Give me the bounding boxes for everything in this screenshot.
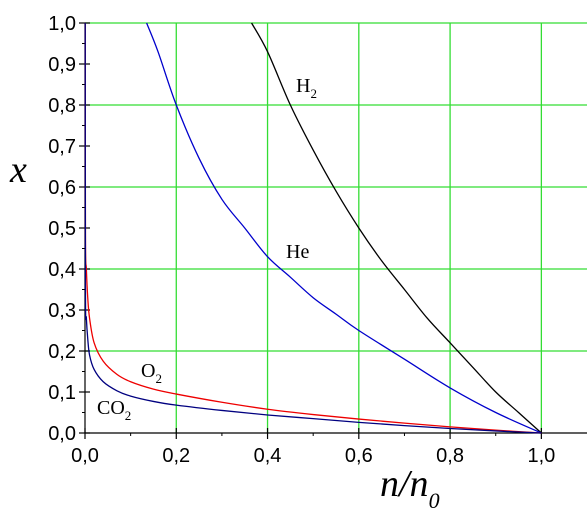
- y-tick-label: 0,4: [48, 259, 76, 281]
- x-axis-title-sub: 0: [429, 488, 440, 509]
- y-tick-label: 0,5: [48, 218, 76, 240]
- x-axis-title: n/n0: [380, 463, 440, 509]
- axes: 0,0 0,1 0,2 0,3 0,4 0,5 0,6 0,7 0,8 0,9 1,0 0,0 0,2 0…: [48, 13, 587, 467]
- x-tick-label: 0,6: [345, 445, 373, 467]
- y-tick-label: 0,2: [48, 341, 76, 363]
- x-tick-label: 0,0: [71, 445, 99, 467]
- series-label-h2: H2: [296, 75, 317, 101]
- y-axis-title: x: [9, 149, 27, 191]
- series-line-he: [147, 23, 542, 433]
- series-label-subscript: 2: [155, 371, 162, 386]
- x-tick-label: 1,0: [527, 445, 555, 467]
- y-tick-label: 0,6: [48, 177, 76, 199]
- series-label-subscript: 2: [125, 408, 132, 423]
- x-tick-label: 0,8: [436, 445, 464, 467]
- y-tick-label: 0,7: [48, 136, 76, 158]
- x-axis-title-main: n/n: [380, 463, 429, 505]
- series-label-text: He: [286, 241, 309, 263]
- series-label-he: He: [286, 241, 309, 263]
- series-label-text: O: [141, 360, 155, 382]
- y-tick-label: 0,1: [48, 382, 76, 404]
- y-tick-label: 1,0: [48, 13, 76, 35]
- series-label-text: H: [296, 75, 310, 97]
- x-tick-label: 0,4: [254, 445, 282, 467]
- y-tick-label: 0,0: [48, 423, 76, 445]
- series-label-subscript: 2: [310, 86, 317, 101]
- series-label-co2: CO2: [97, 397, 131, 423]
- y-tick-label: 0,3: [48, 300, 76, 322]
- x-tick-label: 0,2: [162, 445, 190, 467]
- series-label-o2: O2: [141, 360, 162, 386]
- series-label-text: CO: [97, 397, 125, 419]
- y-tick-label: 0,8: [48, 95, 76, 117]
- y-tick-label: 0,9: [48, 54, 76, 76]
